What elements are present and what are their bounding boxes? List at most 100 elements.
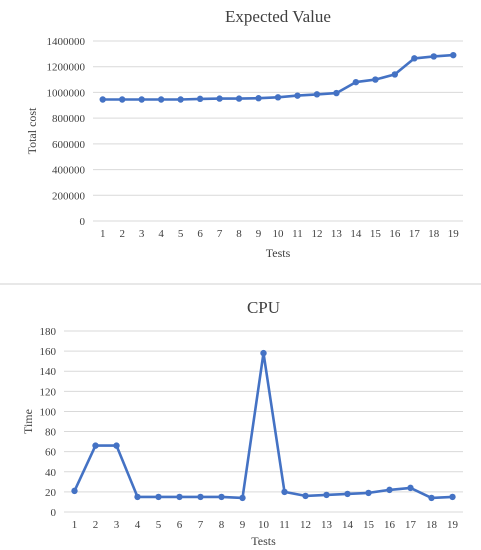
data-point <box>274 94 282 101</box>
data-point <box>323 491 330 499</box>
y-axis-label: Total cost <box>25 107 39 154</box>
y-tick-label: 400000 <box>52 165 86 177</box>
x-axis-label: Tests <box>266 246 291 260</box>
x-tick-label: 8 <box>219 519 225 531</box>
x-tick-label: 13 <box>331 228 343 240</box>
y-tick-label: 20 <box>45 487 57 499</box>
data-point <box>352 78 360 86</box>
x-tick-label: 19 <box>447 519 459 531</box>
x-axis-label: Tests <box>251 534 276 548</box>
data-point <box>216 95 223 102</box>
x-tick-label: 10 <box>273 228 285 240</box>
x-tick-label: 7 <box>217 228 223 240</box>
data-point <box>235 95 243 102</box>
y-tick-label: 0 <box>80 216 86 228</box>
data-point <box>313 91 321 98</box>
chart-title: CPU <box>247 298 280 317</box>
x-tick-label: 17 <box>405 519 417 531</box>
data-point <box>407 484 414 492</box>
data-point <box>430 53 437 60</box>
data-point <box>294 92 301 99</box>
x-tick-label: 15 <box>370 228 382 240</box>
data-point <box>255 95 262 102</box>
x-tick-label: 9 <box>240 519 246 531</box>
y-tick-label: 160 <box>40 346 57 358</box>
x-tick-label: 5 <box>178 228 184 240</box>
x-tick-label: 1 <box>72 519 78 531</box>
data-point <box>260 349 267 357</box>
x-tick-label: 2 <box>119 228 125 240</box>
x-tick-label: 3 <box>114 519 120 531</box>
y-tick-label: 0 <box>51 507 57 519</box>
x-tick-label: 1 <box>100 228 106 240</box>
y-tick-label: 1400000 <box>47 36 86 48</box>
y-axis-label: Time <box>21 409 35 434</box>
data-point <box>99 96 106 103</box>
x-tick-label: 11 <box>292 228 303 240</box>
x-tick-label: 13 <box>321 519 333 531</box>
data-point <box>391 71 399 78</box>
x-tick-label: 18 <box>426 519 438 531</box>
data-point <box>386 486 393 494</box>
x-tick-label: 15 <box>363 519 375 531</box>
data-point <box>372 76 379 83</box>
data-point <box>92 442 99 449</box>
y-tick-label: 120 <box>40 386 57 398</box>
x-tick-label: 8 <box>236 228 242 240</box>
y-tick-label: 180 <box>40 326 57 338</box>
data-point <box>134 493 141 501</box>
data-point <box>344 490 351 498</box>
x-tick-label: 10 <box>258 519 270 531</box>
data-point <box>281 488 288 496</box>
x-tick-label: 14 <box>350 228 362 240</box>
series-line <box>73 351 453 500</box>
x-tick-label: 2 <box>93 519 99 531</box>
x-tick-label: 5 <box>156 519 162 531</box>
x-tick-label: 18 <box>428 228 440 240</box>
data-point <box>176 493 183 501</box>
y-tick-label: 800000 <box>52 113 86 125</box>
y-tick-label: 100 <box>40 406 57 418</box>
x-tick-label: 7 <box>198 519 204 531</box>
x-tick-label: 3 <box>139 228 145 240</box>
y-tick-label: 600000 <box>52 139 86 151</box>
data-point <box>428 494 435 502</box>
x-tick-label: 16 <box>389 228 401 240</box>
data-point <box>450 51 457 59</box>
x-tick-label: 16 <box>384 519 396 531</box>
x-tick-label: 4 <box>135 519 141 531</box>
y-tick-label: 140 <box>40 366 57 378</box>
data-point <box>155 493 162 501</box>
data-point <box>333 89 340 97</box>
data-point <box>71 487 78 495</box>
y-tick-label: 80 <box>45 427 57 439</box>
data-point <box>157 96 165 103</box>
data-point <box>113 442 120 449</box>
data-point <box>119 96 126 103</box>
data-point <box>302 492 309 500</box>
y-tick-label: 40 <box>45 467 57 479</box>
data-point <box>196 95 204 103</box>
x-tick-label: 4 <box>158 228 164 240</box>
data-point <box>138 96 145 103</box>
x-tick-label: 14 <box>342 519 354 531</box>
data-point <box>218 493 225 501</box>
x-tick-label: 12 <box>300 519 311 531</box>
data-point <box>177 96 184 103</box>
x-tick-label: 11 <box>279 519 290 531</box>
y-tick-label: 1200000 <box>47 62 86 74</box>
y-tick-label: 200000 <box>52 190 86 202</box>
data-point <box>239 494 246 502</box>
y-tick-label: 60 <box>45 447 57 459</box>
x-tick-label: 19 <box>448 228 460 240</box>
x-tick-label: 12 <box>311 228 322 240</box>
data-point <box>411 55 418 62</box>
x-tick-label: 6 <box>197 228 203 240</box>
data-point <box>197 493 204 501</box>
x-tick-label: 6 <box>177 519 183 531</box>
x-tick-label: 17 <box>409 228 421 240</box>
data-point <box>365 489 372 497</box>
y-tick-label: 1000000 <box>47 87 86 99</box>
data-point <box>449 493 456 501</box>
